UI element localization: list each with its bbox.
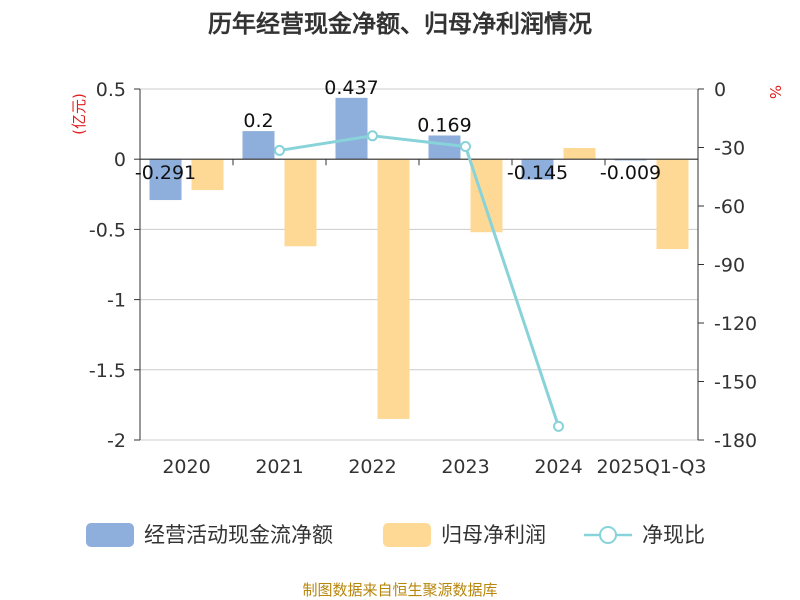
- y-axis-label: (亿元): [70, 93, 88, 135]
- x-tick-label: 2021: [255, 456, 303, 478]
- cashflow-bar: [242, 131, 275, 160]
- y2-axis-label: %: [766, 85, 784, 99]
- netprofit-bar: [284, 159, 317, 247]
- y-tick-label: 0: [114, 149, 126, 171]
- y2-tick-label: -120: [714, 313, 757, 335]
- y2-tick-label: -30: [714, 138, 745, 160]
- y-tick-label: 0.5: [96, 79, 126, 101]
- cashflow-bar: [149, 159, 182, 201]
- y-tick-label: -0.5: [89, 219, 126, 241]
- netprofit-bar: [470, 159, 503, 233]
- ratio-point: [367, 130, 378, 142]
- y2-tick-label: 0: [714, 79, 726, 101]
- x-tick-label: 2025Q1-Q3: [597, 456, 707, 478]
- cashflow-data-label: 0.169: [417, 114, 471, 136]
- y2-tick-label: -180: [714, 430, 757, 452]
- x-tick-label: 2022: [348, 456, 396, 478]
- legend-swatch-ratio-marker: [599, 526, 617, 544]
- ratio-line: [274, 130, 564, 432]
- y2-tick-label: -150: [714, 372, 757, 394]
- data-labels: -0.291 0.2 0.437 0.169 -0.145 -0.009: [135, 77, 661, 184]
- ratio-line-path: [279, 134, 560, 427]
- cashflow-data-label: -0.291: [135, 162, 196, 184]
- cashflow-data-label: 0.437: [324, 77, 378, 99]
- legend-label-cashflow: 经营活动现金流净额: [144, 523, 333, 547]
- y2-tick-label: -60: [714, 196, 745, 218]
- x-tick-label: 2023: [441, 456, 489, 478]
- cashflow-bar: [335, 97, 368, 160]
- y-tick-label: -1: [107, 290, 126, 312]
- cashflow-data-label: -0.145: [507, 162, 568, 184]
- x-tick-label: 2020: [162, 456, 210, 478]
- cashflow-data-label: -0.009: [600, 162, 661, 184]
- source-note: 制图数据来自恒生聚源数据库: [302, 581, 497, 599]
- ratio-point: [274, 144, 285, 156]
- cashflow-bar: [428, 135, 461, 160]
- ratio-point: [553, 420, 564, 432]
- chart-title: 历年经营现金净额、归母净利润情况: [208, 10, 592, 38]
- netprofit-bar: [377, 159, 410, 419]
- bars: [149, 97, 689, 419]
- legend-label-ratio: 净现比: [642, 523, 705, 547]
- x-tick-label: 2024: [534, 456, 582, 478]
- y2-tick-label: -90: [714, 255, 745, 277]
- cashflow-bar: [521, 159, 554, 180]
- ratio-point: [460, 141, 471, 153]
- legend: 经营活动现金流净额 归母净利润 净现比: [86, 523, 705, 547]
- legend-swatch-cashflow: [86, 523, 134, 547]
- legend-swatch-netprofit: [383, 523, 431, 547]
- cashflow-data-label: 0.2: [243, 110, 273, 132]
- legend-label-netprofit: 归母净利润: [441, 523, 546, 547]
- netprofit-bar: [656, 159, 689, 250]
- netprofit-bar: [563, 147, 596, 160]
- netprofit-bar: [191, 159, 224, 191]
- axes: [134, 88, 704, 441]
- y-tick-label: -1.5: [89, 360, 126, 382]
- ticks: 0.5 0 -0.5 -1 -1.5 -2 0 -30 -60 -90 -120 -150 -180 20…: [89, 79, 757, 478]
- cashflow-bar: [614, 159, 647, 161]
- y-tick-label: -2: [107, 430, 126, 452]
